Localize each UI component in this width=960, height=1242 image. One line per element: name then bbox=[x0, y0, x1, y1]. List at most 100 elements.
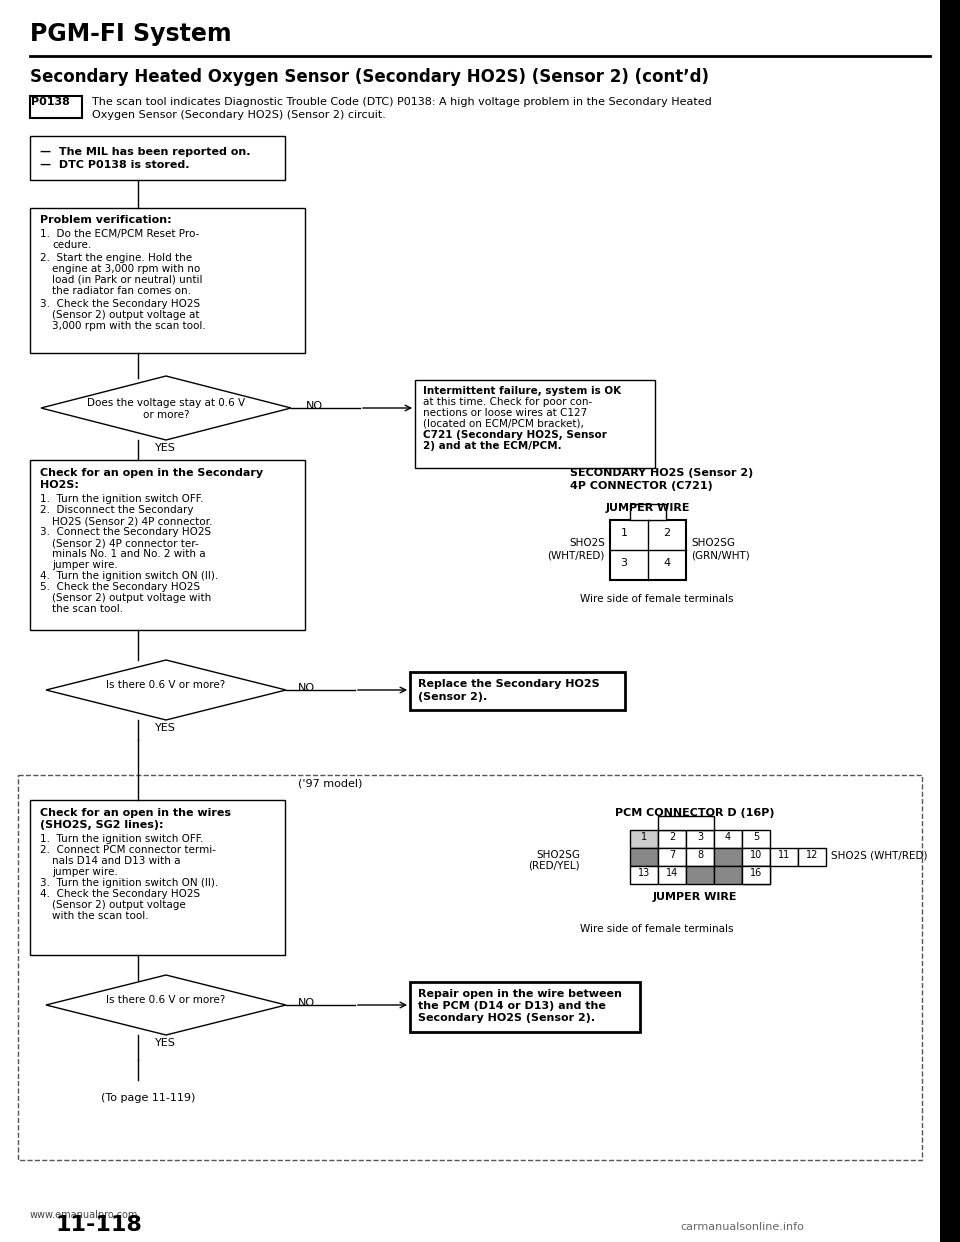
Polygon shape bbox=[46, 975, 286, 1035]
Bar bbox=[630, 866, 658, 884]
Bar bbox=[686, 866, 714, 884]
Text: P0138: P0138 bbox=[31, 97, 70, 107]
Bar bbox=[630, 848, 658, 866]
Bar bbox=[415, 380, 655, 468]
Text: SHO2SG: SHO2SG bbox=[536, 850, 580, 859]
Text: 8: 8 bbox=[697, 850, 703, 859]
Text: 16: 16 bbox=[750, 868, 762, 878]
Text: carmanualsonline.info: carmanualsonline.info bbox=[680, 1222, 804, 1232]
Text: (Sensor 2) 4P connector ter-: (Sensor 2) 4P connector ter- bbox=[52, 538, 199, 548]
Bar bbox=[742, 830, 770, 848]
Text: (Sensor 2) output voltage: (Sensor 2) output voltage bbox=[52, 900, 185, 910]
Text: 1.  Turn the ignition switch OFF.: 1. Turn the ignition switch OFF. bbox=[40, 494, 204, 504]
Bar bbox=[742, 866, 770, 884]
Text: 3.  Turn the ignition switch ON (II).: 3. Turn the ignition switch ON (II). bbox=[40, 878, 218, 888]
Text: 1.  Turn the ignition switch OFF.: 1. Turn the ignition switch OFF. bbox=[40, 833, 204, 845]
Bar bbox=[30, 137, 285, 180]
Text: 2.  Connect PCM connector termi-: 2. Connect PCM connector termi- bbox=[40, 845, 216, 854]
Text: NO: NO bbox=[298, 683, 315, 693]
Text: www.emanualpro.com: www.emanualpro.com bbox=[30, 1210, 138, 1220]
Bar bbox=[30, 96, 82, 118]
Text: Oxygen Sensor (Secondary HO2S) (Sensor 2) circuit.: Oxygen Sensor (Secondary HO2S) (Sensor 2… bbox=[92, 111, 386, 120]
Text: YES: YES bbox=[155, 1038, 176, 1048]
Text: 3,000 rpm with the scan tool.: 3,000 rpm with the scan tool. bbox=[52, 320, 205, 332]
Text: the scan tool.: the scan tool. bbox=[52, 604, 123, 614]
Text: 4.  Turn the ignition switch ON (II).: 4. Turn the ignition switch ON (II). bbox=[40, 571, 218, 581]
Text: 2: 2 bbox=[669, 832, 675, 842]
Text: 3.  Check the Secondary HO2S: 3. Check the Secondary HO2S bbox=[40, 299, 200, 309]
Text: HO2S (Sensor 2) 4P connector.: HO2S (Sensor 2) 4P connector. bbox=[52, 515, 212, 527]
Text: (GRN/WHT): (GRN/WHT) bbox=[691, 550, 750, 560]
Text: PGM-FI System: PGM-FI System bbox=[30, 22, 231, 46]
Text: nections or loose wires at C127: nections or loose wires at C127 bbox=[423, 409, 588, 419]
Text: JUMPER WIRE: JUMPER WIRE bbox=[606, 503, 690, 513]
Text: Replace the Secondary HO2S: Replace the Secondary HO2S bbox=[418, 679, 600, 689]
Text: 5.  Check the Secondary HO2S: 5. Check the Secondary HO2S bbox=[40, 582, 200, 592]
Bar bbox=[940, 0, 960, 1242]
Text: 2.  Start the engine. Hold the: 2. Start the engine. Hold the bbox=[40, 253, 192, 263]
Bar bbox=[630, 504, 666, 520]
Text: 1.  Do the ECM/PCM Reset Pro-: 1. Do the ECM/PCM Reset Pro- bbox=[40, 229, 200, 238]
Text: Does the voltage stay at 0.6 V: Does the voltage stay at 0.6 V bbox=[87, 397, 245, 409]
Text: Secondary Heated Oxygen Sensor (Secondary HO2S) (Sensor 2) (cont’d): Secondary Heated Oxygen Sensor (Secondar… bbox=[30, 68, 709, 86]
Text: 4: 4 bbox=[725, 832, 732, 842]
Text: load (in Park or neutral) until: load (in Park or neutral) until bbox=[52, 274, 203, 284]
Text: minals No. 1 and No. 2 with a: minals No. 1 and No. 2 with a bbox=[52, 549, 205, 559]
Text: cedure.: cedure. bbox=[52, 240, 91, 250]
Text: Is there 0.6 V or more?: Is there 0.6 V or more? bbox=[107, 681, 226, 691]
Text: SECONDARY HO2S (Sensor 2): SECONDARY HO2S (Sensor 2) bbox=[570, 468, 754, 478]
Text: 4.  Check the Secondary HO2S: 4. Check the Secondary HO2S bbox=[40, 889, 200, 899]
Text: 11-118: 11-118 bbox=[55, 1215, 142, 1235]
Text: 2: 2 bbox=[663, 528, 671, 538]
Text: Check for an open in the Secondary: Check for an open in the Secondary bbox=[40, 468, 263, 478]
Text: YES: YES bbox=[155, 723, 176, 733]
Polygon shape bbox=[41, 376, 291, 440]
Text: 14: 14 bbox=[666, 868, 678, 878]
Bar bbox=[798, 848, 826, 866]
Text: nals D14 and D13 with a: nals D14 and D13 with a bbox=[52, 856, 180, 866]
Text: NO: NO bbox=[306, 401, 324, 411]
Text: —  DTC P0138 is stored.: — DTC P0138 is stored. bbox=[40, 160, 189, 170]
Text: NO: NO bbox=[298, 999, 315, 1009]
Bar bbox=[742, 866, 770, 884]
Text: Intermittent failure, system is OK: Intermittent failure, system is OK bbox=[423, 386, 621, 396]
Text: 11: 11 bbox=[778, 850, 790, 859]
Bar bbox=[410, 672, 625, 710]
Text: Wire side of female terminals: Wire side of female terminals bbox=[580, 594, 733, 604]
Bar bbox=[714, 830, 742, 848]
Text: Problem verification:: Problem verification: bbox=[40, 215, 172, 225]
Text: or more?: or more? bbox=[143, 410, 189, 420]
Text: —  The MIL has been reported on.: — The MIL has been reported on. bbox=[40, 147, 251, 156]
Bar bbox=[658, 830, 686, 848]
Text: Secondary HO2S (Sensor 2).: Secondary HO2S (Sensor 2). bbox=[418, 1013, 595, 1023]
Text: 4P CONNECTOR (C721): 4P CONNECTOR (C721) bbox=[570, 481, 712, 491]
Bar bbox=[742, 848, 770, 866]
Text: (Sensor 2).: (Sensor 2). bbox=[418, 692, 488, 702]
Bar bbox=[410, 982, 640, 1032]
Polygon shape bbox=[46, 660, 286, 720]
Text: Check for an open in the wires: Check for an open in the wires bbox=[40, 809, 231, 818]
Text: 2) and at the ECM/PCM.: 2) and at the ECM/PCM. bbox=[423, 441, 562, 451]
Text: The scan tool indicates Diagnostic Trouble Code (DTC) P0138: A high voltage prob: The scan tool indicates Diagnostic Troub… bbox=[92, 97, 711, 107]
Text: (located on ECM/PCM bracket),: (located on ECM/PCM bracket), bbox=[423, 419, 584, 428]
Bar bbox=[30, 800, 285, 955]
Text: SHO2SG: SHO2SG bbox=[691, 538, 735, 548]
Bar bbox=[658, 848, 686, 866]
Text: SHO2S: SHO2S bbox=[569, 538, 605, 548]
Text: 4: 4 bbox=[663, 558, 671, 568]
Text: 7: 7 bbox=[669, 850, 675, 859]
Text: Is there 0.6 V or more?: Is there 0.6 V or more? bbox=[107, 995, 226, 1005]
Text: (RED/YEL): (RED/YEL) bbox=[528, 861, 580, 871]
Text: 1: 1 bbox=[620, 528, 628, 538]
Bar bbox=[714, 866, 742, 884]
Bar bbox=[770, 848, 798, 866]
Text: 2.  Disconnect the Secondary: 2. Disconnect the Secondary bbox=[40, 505, 194, 515]
Text: 13: 13 bbox=[637, 868, 650, 878]
Bar bbox=[30, 207, 305, 353]
Text: Wire side of female terminals: Wire side of female terminals bbox=[580, 924, 733, 934]
Text: HO2S:: HO2S: bbox=[40, 479, 79, 491]
Text: 5: 5 bbox=[753, 832, 759, 842]
Text: 3.  Connect the Secondary HO2S: 3. Connect the Secondary HO2S bbox=[40, 527, 211, 537]
Text: (To page 11-119): (To page 11-119) bbox=[101, 1093, 195, 1103]
Text: SHO2S (WHT/RED): SHO2S (WHT/RED) bbox=[831, 850, 927, 859]
